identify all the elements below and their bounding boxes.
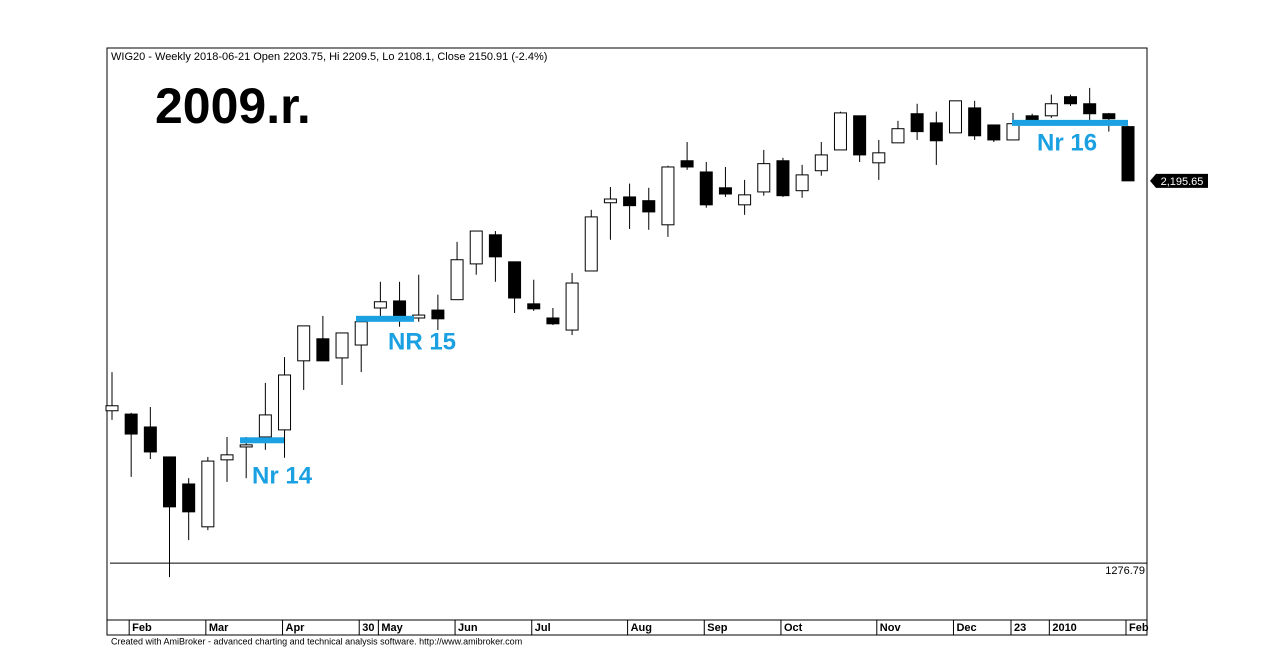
candle-body [450, 259, 464, 301]
last-price-tag [1150, 173, 1208, 188]
candle-body [623, 196, 637, 207]
last-price-label: 2,195.65 [1161, 176, 1204, 188]
candle-body [182, 483, 196, 513]
candle-body [469, 230, 483, 265]
x-tick-label: 2010 [1052, 622, 1076, 634]
level-label: Nr 16 [1037, 129, 1097, 156]
candle-body [316, 338, 330, 362]
candle-body [680, 160, 694, 168]
candle-body [833, 112, 847, 151]
candle-body [373, 301, 387, 309]
candle-body [258, 414, 272, 438]
candle-body [987, 124, 1001, 141]
candle-body [968, 107, 982, 137]
candle-body [335, 332, 349, 359]
level-label: NR 15 [388, 328, 456, 355]
candle-body [278, 374, 292, 431]
candle-body [1064, 96, 1077, 105]
level-bar [1012, 119, 1128, 126]
candle-body [297, 325, 311, 362]
x-tick-label: Jul [535, 622, 551, 634]
x-tick-label: Dec [956, 622, 976, 634]
level-bar [356, 315, 414, 322]
x-tick-label: Oct [784, 622, 803, 634]
candle-body [853, 115, 867, 156]
candle-body [795, 174, 809, 192]
x-tick-label: Jun [458, 622, 478, 634]
candle-body [1083, 103, 1097, 115]
candle-body [814, 154, 828, 172]
candle-body [699, 171, 713, 206]
plot-frame [106, 47, 1148, 636]
candle-body [488, 234, 502, 258]
candle-body [143, 426, 157, 453]
candle-body [718, 187, 732, 195]
candle-body [508, 261, 522, 299]
candle-body [105, 405, 119, 412]
x-tick-label: May [381, 622, 403, 634]
candle-body [1025, 115, 1039, 121]
candle-body [239, 444, 253, 448]
x-tick-label: 23 [1014, 622, 1026, 634]
footer: Created with AmiBroker - advanced charti… [111, 636, 522, 646]
min-line-label: 1276.79 [1105, 565, 1145, 577]
level-bar [240, 437, 284, 444]
candle-body [872, 152, 886, 164]
x-tick-label: Nov [880, 622, 902, 634]
candle-body [1044, 103, 1058, 117]
x-tick-label: Sep [707, 622, 727, 634]
x-tick-label: 30 [362, 622, 374, 634]
candle-body [431, 309, 445, 320]
candle-body [757, 163, 771, 193]
candle-body [1121, 126, 1135, 182]
candle-body [527, 303, 541, 310]
candle-body [1006, 123, 1020, 141]
x-tick-label: Feb [132, 622, 152, 634]
x-tick-label: Apr [286, 622, 306, 634]
candle-body [642, 200, 656, 213]
candle-body [163, 456, 177, 508]
candle-body [929, 122, 943, 142]
candle-body [565, 282, 579, 331]
candle-body [124, 413, 138, 435]
candle-body [603, 198, 617, 204]
candle-body [546, 317, 560, 325]
candle-body [910, 113, 924, 133]
x-tick-label: Feb [1129, 622, 1149, 634]
candle-body [220, 454, 234, 461]
heading: 2009.r. [155, 78, 311, 134]
candle-body [201, 460, 215, 528]
candle-body [661, 166, 675, 226]
candle-body [948, 100, 962, 134]
candle-body [1102, 113, 1116, 120]
candle-body [354, 321, 368, 346]
x-tick-label: Aug [631, 622, 652, 634]
level-label: Nr 14 [252, 462, 313, 489]
candle-body [738, 194, 752, 206]
candle-body [891, 128, 905, 144]
chart-title: WIG20 - Weekly 2018-06-21 Open 2203.75, … [111, 51, 547, 63]
candle-body [393, 300, 407, 319]
x-tick-label: Mar [209, 622, 229, 634]
candle-body [776, 160, 790, 197]
candle-body [412, 314, 426, 319]
candle-body [584, 216, 598, 272]
